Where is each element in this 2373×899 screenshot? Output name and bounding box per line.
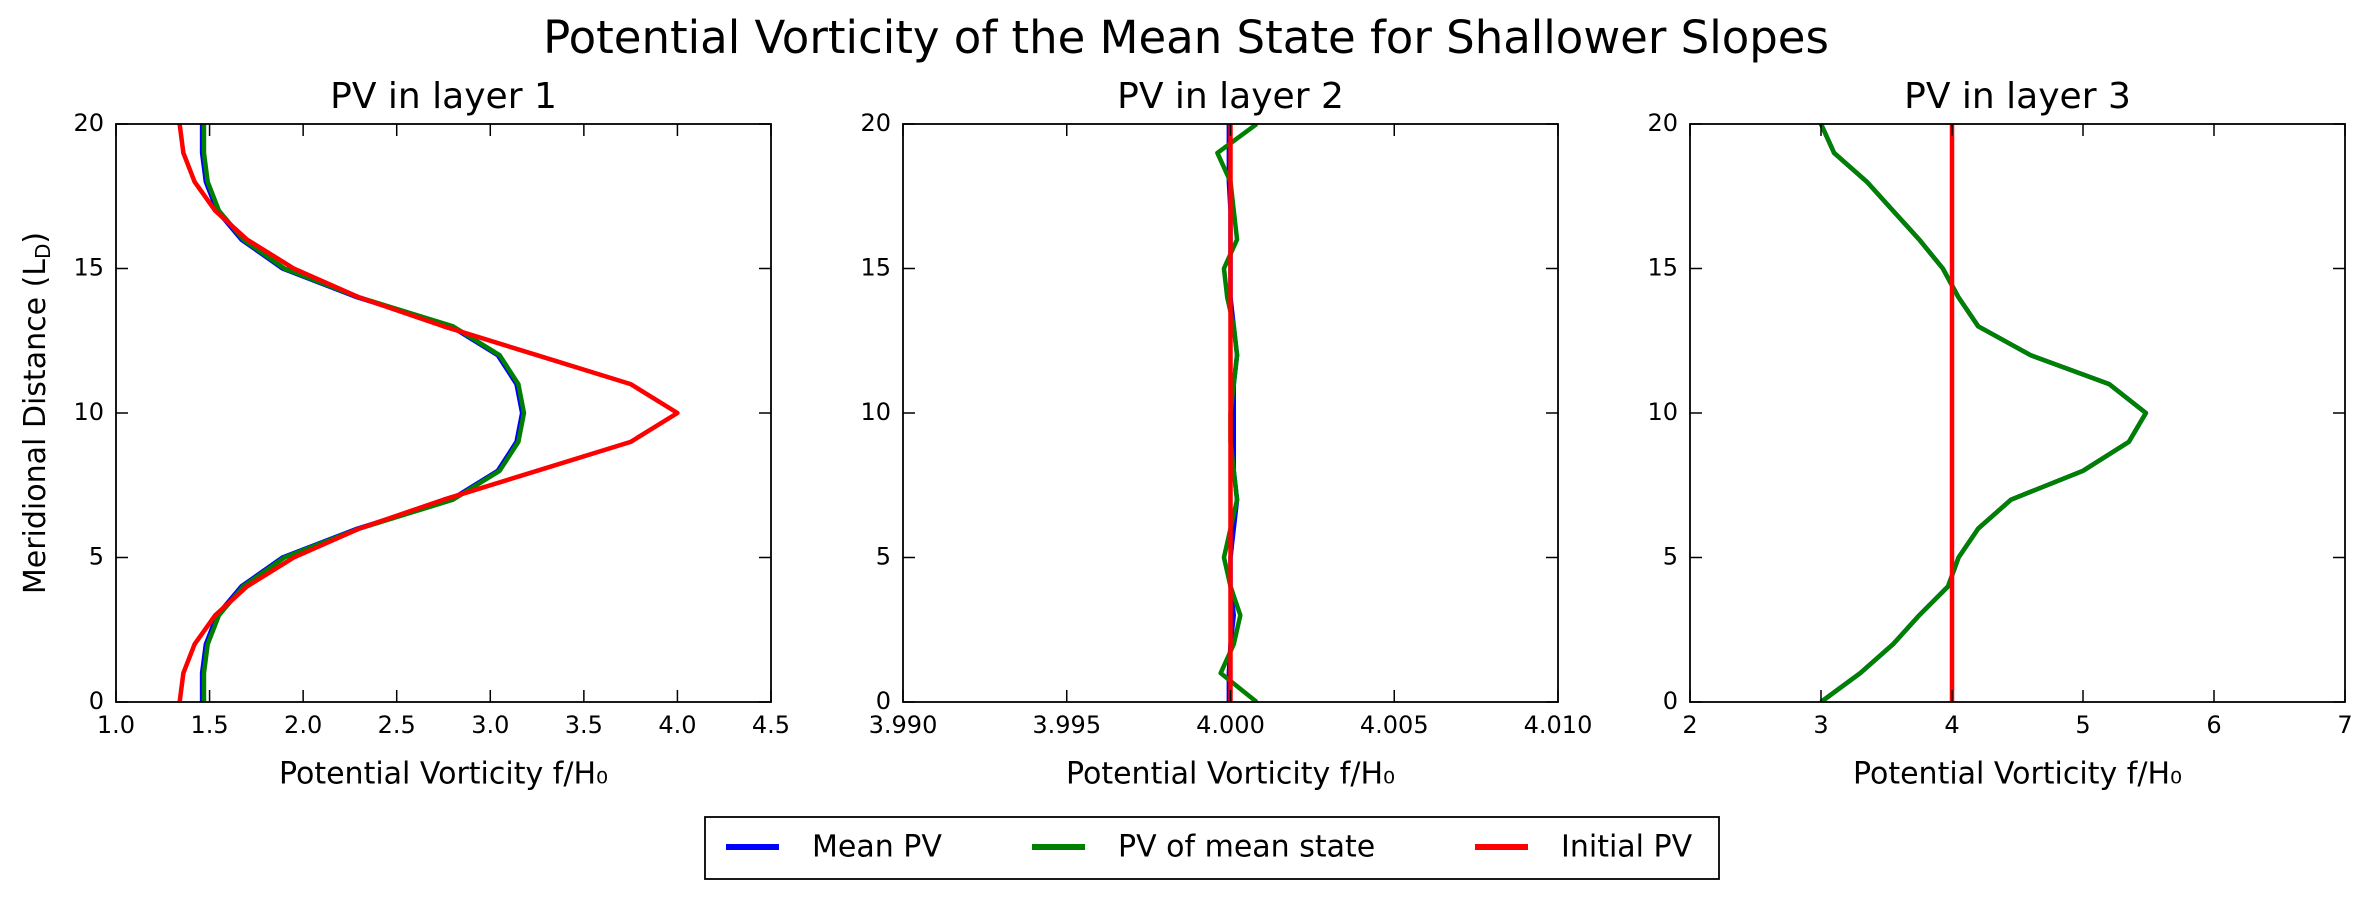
y-tick-label: 0 (876, 687, 891, 715)
axes-frame (902, 123, 1559, 703)
series-line (201, 124, 527, 702)
legend-label: PV of mean state (1118, 830, 1375, 865)
x-axis-label: Potential Vorticity f/H₀ (279, 757, 608, 792)
axes-frame (115, 123, 772, 703)
x-tick-label: 3.995 (1032, 711, 1101, 739)
series-line (1818, 124, 2149, 702)
x-tick-label: 4.010 (1524, 711, 1593, 739)
x-axis-label: Potential Vorticity f/H₀ (1853, 757, 2182, 792)
series-line (177, 124, 680, 702)
figure-title: Potential Vorticity of the Mean State fo… (543, 11, 1829, 64)
y-tick-label: 20 (73, 109, 104, 137)
x-tick-label: 7 (2337, 711, 2352, 739)
y-tick-label: 0 (1663, 687, 1678, 715)
legend-label: Mean PV (812, 830, 942, 865)
series-line (1215, 124, 1259, 702)
x-tick-label: 3 (1813, 711, 1828, 739)
x-tick-label: 3.5 (565, 711, 603, 739)
y-axis-label-sub: D (31, 244, 55, 259)
y-tick-label: 15 (860, 254, 891, 282)
panel-title: PV in layer 2 (1117, 76, 1344, 117)
panel-title: PV in layer 1 (330, 76, 557, 117)
x-tick-label: 3.990 (869, 711, 938, 739)
series-line (1818, 124, 2149, 702)
x-tick-label: 4.000 (1196, 711, 1265, 739)
legend-box (704, 816, 1720, 880)
x-tick-label: 4.5 (752, 711, 790, 739)
y-tick-label: 5 (89, 543, 104, 571)
y-tick-label: 20 (860, 109, 891, 137)
x-axis-label: Potential Vorticity f/H₀ (1066, 757, 1395, 792)
x-tick-label: 4.005 (1360, 711, 1429, 739)
x-tick-label: 1.5 (190, 711, 228, 739)
axes-frame (1689, 123, 2346, 703)
x-tick-label: 2.5 (378, 711, 416, 739)
y-tick-label: 10 (73, 398, 104, 426)
y-tick-label: 5 (876, 543, 891, 571)
y-tick-label: 5 (1663, 543, 1678, 571)
y-tick-label: 10 (860, 398, 891, 426)
y-tick-label: 15 (73, 254, 104, 282)
y-axis-label-text: Meridional Distance (L (18, 259, 53, 594)
x-tick-label: 3.0 (471, 711, 509, 739)
x-tick-label: 6 (2206, 711, 2221, 739)
y-tick-label: 15 (1647, 254, 1678, 282)
x-tick-label: 1.0 (97, 711, 135, 739)
x-tick-label: 2 (1682, 711, 1697, 739)
x-tick-label: 2.0 (284, 711, 322, 739)
y-axis-label-tail: ) (18, 232, 53, 244)
y-tick-label: 20 (1647, 109, 1678, 137)
x-tick-label: 4 (1944, 711, 1959, 739)
y-tick-label: 10 (1647, 398, 1678, 426)
y-tick-label: 0 (89, 687, 104, 715)
panel-title: PV in layer 3 (1904, 76, 2131, 117)
series-line (199, 124, 525, 702)
y-axis-label: Meridional Distance (LD) (18, 232, 55, 594)
x-tick-label: 5 (2075, 711, 2090, 739)
legend-label: Initial PV (1561, 830, 1693, 865)
x-tick-label: 4.0 (658, 711, 696, 739)
